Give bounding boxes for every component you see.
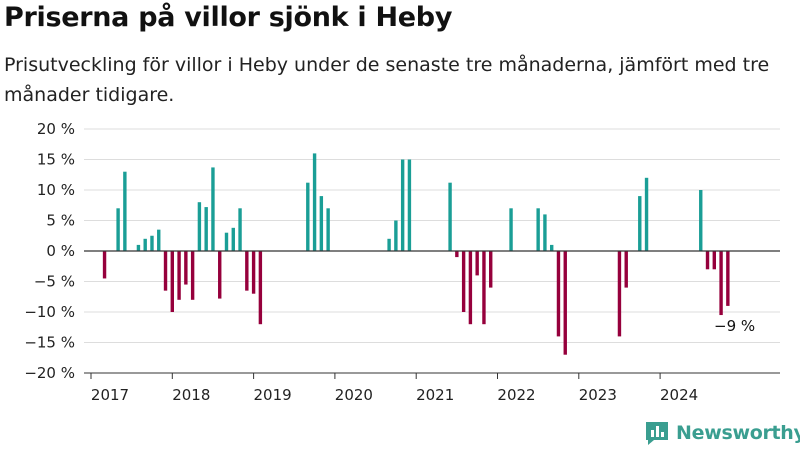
y-tick-label: 10 %: [37, 181, 75, 199]
bar: [461, 251, 466, 312]
bar: [475, 251, 479, 276]
y-tick-label: −5 %: [34, 273, 75, 291]
x-tick-label: 2024: [660, 386, 698, 404]
x-tick-label: 2018: [172, 386, 210, 404]
bar: [468, 251, 473, 325]
bar: [211, 167, 215, 251]
bar: [543, 214, 547, 251]
bar: [224, 232, 229, 251]
bar: [306, 182, 310, 251]
bar: [509, 208, 513, 251]
bar: [400, 159, 405, 251]
last-value-label: −9 %: [714, 317, 755, 335]
bar: [712, 251, 716, 270]
bar: [190, 251, 195, 300]
bar: [624, 251, 628, 288]
y-tick-label: 15 %: [37, 151, 75, 169]
bar: [170, 251, 174, 312]
bar: [312, 153, 317, 251]
bar: [136, 244, 141, 251]
bar: [536, 208, 540, 251]
bar: [319, 196, 324, 251]
bar: [238, 208, 242, 251]
bars: [102, 153, 730, 355]
bar: [556, 251, 561, 337]
newsworthy-logo: Newsworthy: [644, 419, 800, 447]
bar: [489, 251, 493, 288]
bar: [177, 251, 181, 300]
x-tick-label: 2021: [416, 386, 454, 404]
bar: [163, 251, 168, 291]
bar: [455, 251, 459, 258]
bar: [143, 238, 147, 251]
bar: [394, 220, 398, 251]
bar: [157, 229, 161, 251]
chart-subtitle: Prisutveckling för villor i Heby under d…: [4, 54, 770, 106]
bar: [102, 251, 107, 279]
x-tick-label: 2023: [579, 386, 617, 404]
bar: [726, 251, 730, 306]
y-axis-labels: 20 % 15 % 10 % 5 % 0 % −5 % −10 % −15 % −20 %: [24, 120, 75, 382]
y-tick-label: 0 %: [46, 242, 75, 260]
x-tick-label: 2019: [254, 386, 292, 404]
bar: [197, 202, 202, 251]
bar: [150, 235, 154, 251]
bar: [638, 196, 642, 251]
bar: [387, 238, 391, 251]
bar: [326, 208, 330, 251]
annotations: −9 %: [714, 317, 755, 335]
y-tick-label: 20 %: [37, 120, 75, 138]
bar: [699, 190, 703, 251]
bar: [644, 177, 649, 251]
y-tick-label: −20 %: [24, 364, 75, 382]
bar: [258, 251, 263, 325]
bar: [563, 251, 567, 355]
y-tick-label: 5 %: [46, 212, 75, 230]
bar: [550, 244, 554, 251]
bar: [245, 251, 249, 291]
x-tick-label: 2020: [335, 386, 373, 404]
bar: [251, 251, 256, 294]
bar: [116, 208, 120, 251]
x-tick-label: 2017: [91, 386, 129, 404]
chart-title: Priserna på villor sjönk i Heby: [4, 2, 453, 33]
bar: [719, 251, 723, 316]
bar: [218, 251, 222, 299]
x-tick-label: 2022: [497, 386, 535, 404]
y-tick-label: −10 %: [24, 303, 75, 321]
bar: [705, 251, 710, 270]
axes: [84, 250, 780, 374]
bar: [204, 207, 208, 251]
x-axis-labels: 2017 2018 2019 2020 2021 2022 2023 2024: [90, 373, 698, 404]
bar: [448, 182, 452, 251]
newsworthy-logo-icon: [646, 422, 668, 445]
y-tick-label: −15 %: [24, 334, 75, 352]
bar: [617, 251, 622, 337]
newsworthy-logo-text: Newsworthy: [676, 422, 800, 444]
bar: [407, 159, 412, 251]
bar: [184, 251, 188, 285]
bar: [123, 171, 127, 251]
bar: [231, 227, 235, 251]
bar: [482, 251, 486, 325]
